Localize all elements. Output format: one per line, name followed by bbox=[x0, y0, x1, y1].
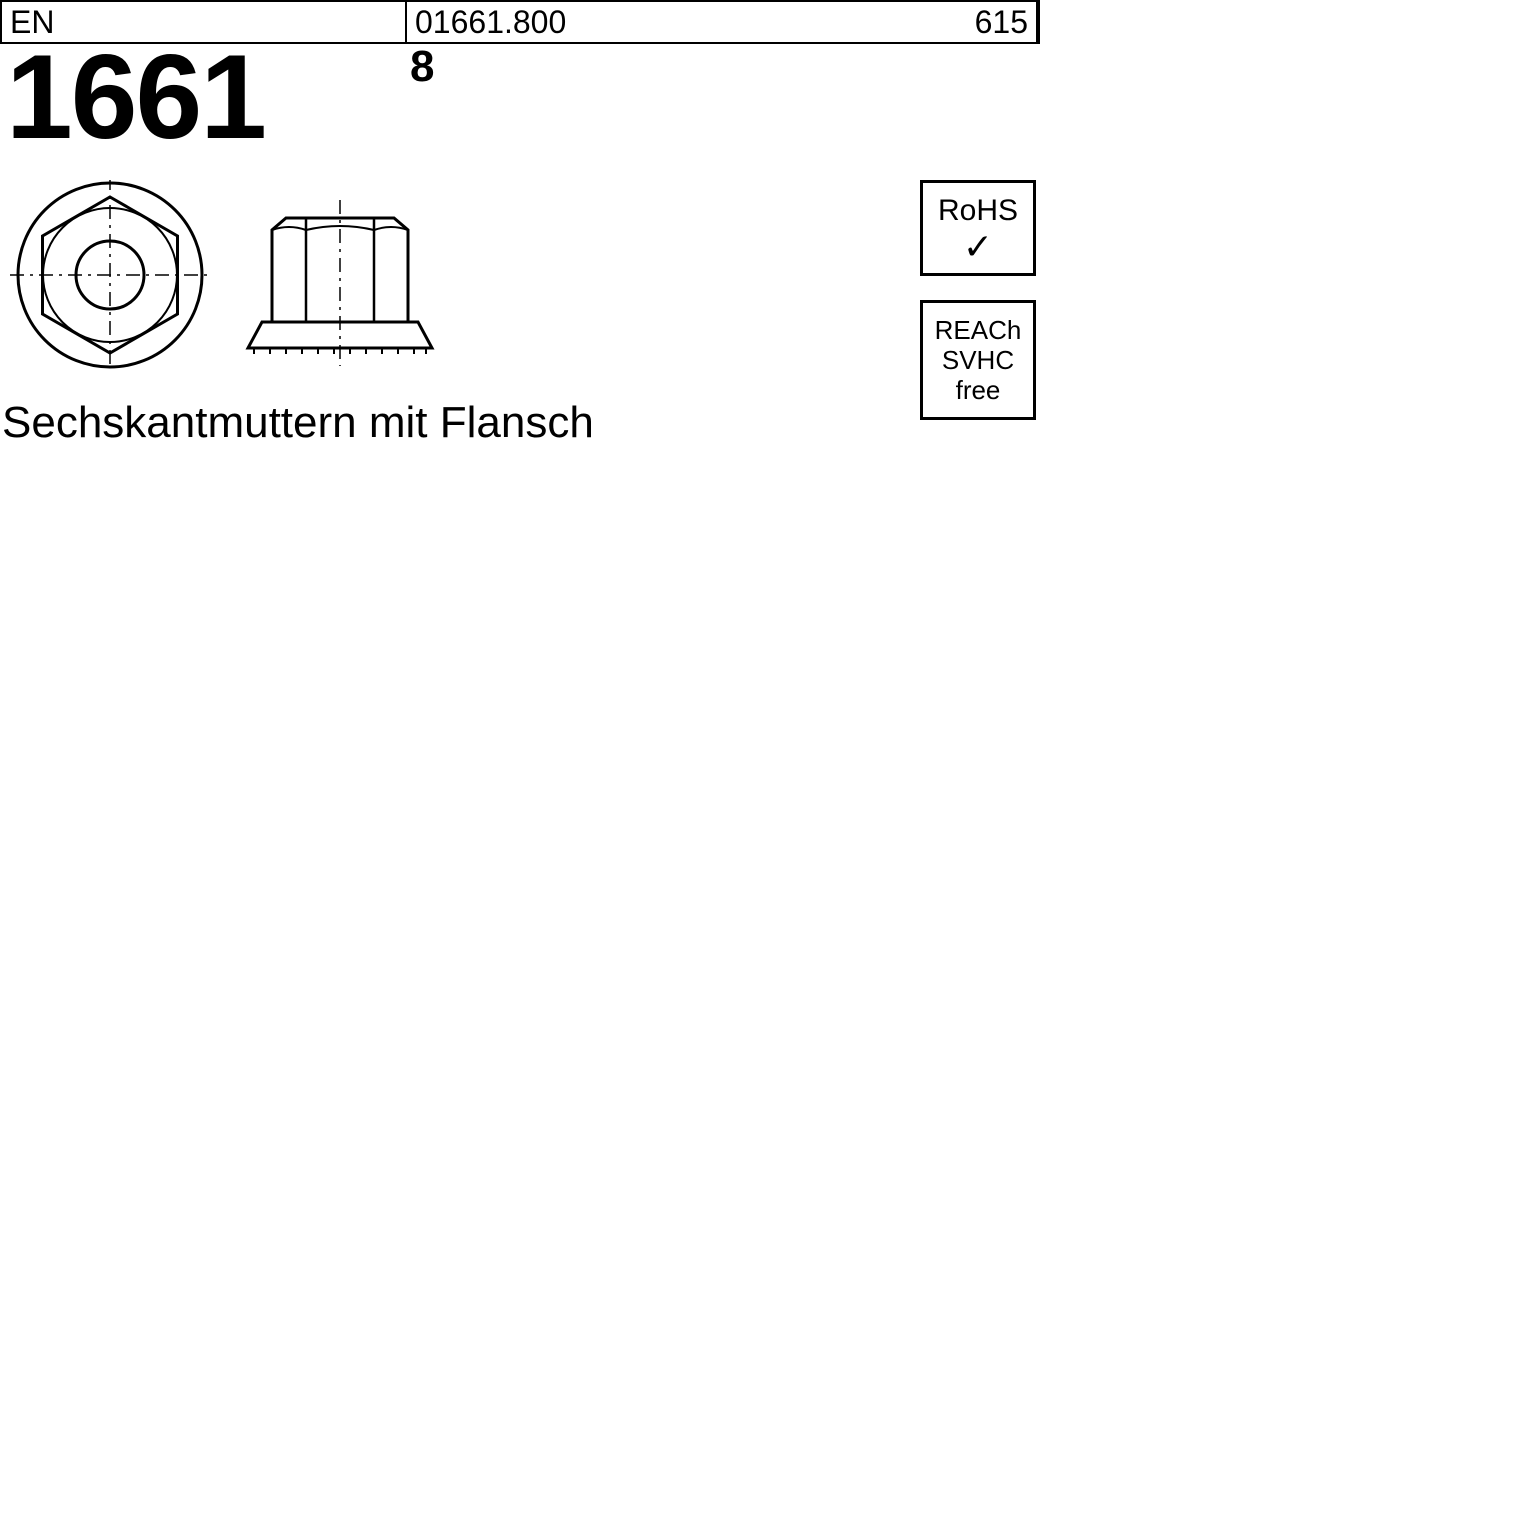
rohs-badge: RoHS ✓ bbox=[920, 180, 1036, 276]
rohs-label: RoHS bbox=[938, 194, 1018, 228]
reach-badge: REACh SVHC free bbox=[920, 300, 1036, 420]
rohs-check-icon: ✓ bbox=[963, 232, 993, 262]
strength-grade: 8 bbox=[410, 42, 434, 92]
nut-top-view bbox=[10, 180, 210, 370]
header-code: 01661.800 bbox=[407, 2, 1038, 42]
datasheet-page: EN 01661.800 615 1661 8 bbox=[0, 0, 1536, 1536]
product-title: Sechskantmuttern mit Flansch bbox=[2, 398, 594, 448]
reach-line1: REACh bbox=[935, 315, 1022, 345]
standard-number: 1661 bbox=[6, 28, 265, 166]
reach-line3: free bbox=[956, 375, 1001, 405]
nut-side-view bbox=[248, 200, 432, 366]
header-page-ref: 615 bbox=[960, 0, 1038, 44]
technical-drawing bbox=[10, 180, 470, 370]
reach-line2: SVHC bbox=[942, 345, 1014, 375]
